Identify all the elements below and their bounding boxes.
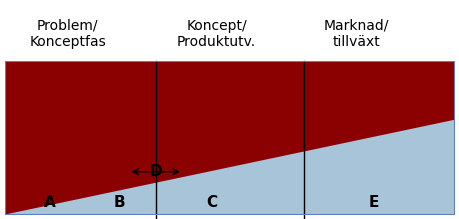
Text: Problem/
Konceptfas: Problem/ Konceptfas [29, 19, 106, 49]
Polygon shape [5, 61, 454, 215]
Text: B: B [113, 195, 125, 210]
Text: D: D [149, 164, 162, 179]
Text: Marknad/
tillväxt: Marknad/ tillväxt [323, 19, 388, 49]
Text: Koncept/
Produktutv.: Koncept/ Produktutv. [177, 19, 256, 49]
Text: C: C [206, 195, 217, 210]
Text: A: A [44, 195, 56, 210]
Text: E: E [368, 195, 379, 210]
